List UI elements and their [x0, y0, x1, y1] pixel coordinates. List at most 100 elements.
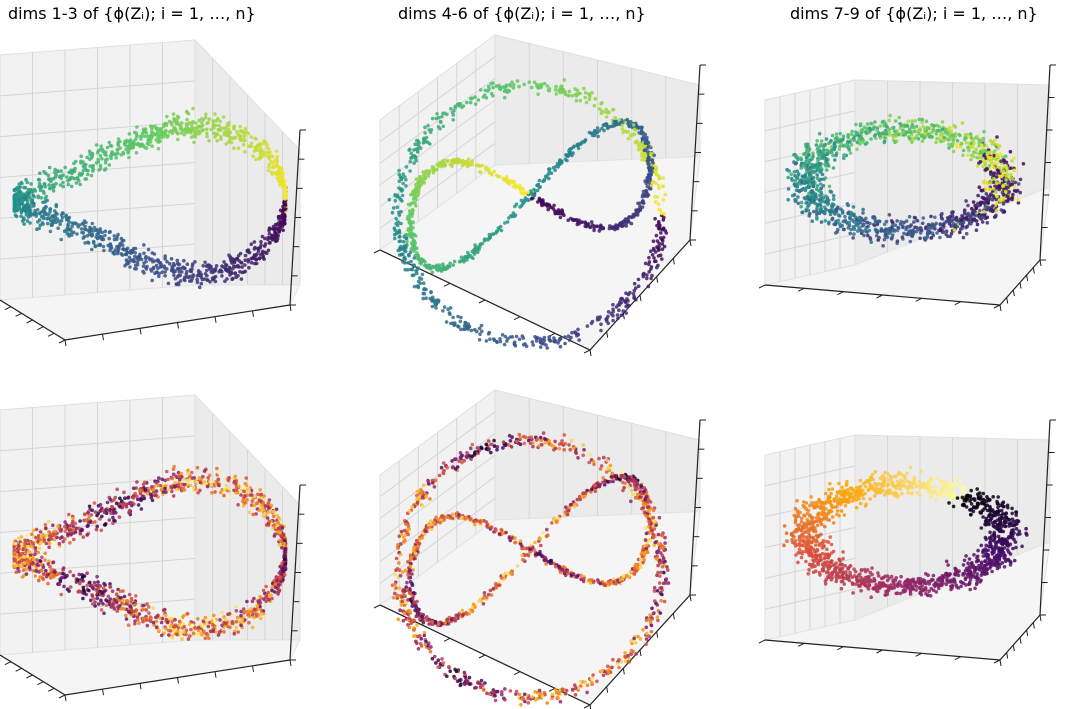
scatter-point	[907, 229, 912, 233]
axis-tick	[102, 689, 104, 696]
scatter-point	[219, 135, 223, 139]
scatter-point	[815, 212, 819, 217]
scatter-point	[548, 338, 552, 343]
scatter-point	[661, 226, 666, 230]
scatter-point	[48, 207, 52, 211]
axis-tick	[1006, 297, 1009, 304]
scatter-point	[979, 217, 984, 221]
scatter-point	[792, 170, 797, 174]
scatter-point	[275, 162, 279, 166]
scatter-point	[794, 184, 798, 188]
scatter-point	[197, 118, 201, 123]
scatter-point	[537, 178, 542, 183]
scatter-point	[647, 270, 651, 274]
axis-tick	[139, 683, 142, 690]
scatter-point	[394, 217, 399, 221]
scatter-point	[203, 115, 208, 120]
scatter-point	[201, 264, 205, 268]
scatter-point	[133, 621, 137, 626]
axis-tick	[478, 299, 486, 304]
scatter-point	[597, 229, 602, 233]
scatter-point	[468, 100, 473, 105]
scatter-point	[174, 130, 178, 134]
scatter-point	[641, 189, 646, 194]
scatter-point	[973, 209, 977, 214]
scatter-point	[961, 235, 966, 240]
scatter-point	[961, 148, 966, 153]
axis-tick	[954, 301, 962, 306]
scatter-point	[41, 577, 46, 582]
scatter-point	[260, 234, 265, 239]
scatter-point	[259, 243, 263, 247]
scatter-point	[589, 220, 594, 224]
scatter-point	[878, 124, 883, 128]
scatter-point	[227, 140, 231, 144]
scatter-point	[632, 127, 637, 132]
scatter-point	[422, 136, 426, 141]
scatter-point	[491, 94, 495, 98]
axis-tick	[1019, 282, 1022, 289]
scatter-point	[473, 243, 477, 247]
scatter-point	[183, 275, 187, 280]
scatter-point	[200, 117, 204, 121]
scatter-point	[399, 221, 403, 226]
scatter-point	[891, 228, 896, 233]
scatter-point	[617, 300, 622, 305]
scatter-point	[952, 224, 957, 228]
scatter-point	[807, 153, 811, 157]
scatter-point	[179, 131, 184, 135]
scatter-point	[420, 180, 424, 184]
scatter-point	[951, 218, 955, 222]
scatter-point	[632, 288, 637, 293]
scatter-point	[143, 256, 148, 261]
scatter-point	[844, 220, 849, 225]
scatter-point	[241, 485, 246, 490]
scatter-point	[195, 125, 199, 130]
scatter-point	[656, 254, 661, 258]
scatter-point	[189, 124, 194, 128]
scatter-point	[852, 232, 856, 236]
scatter-point	[122, 490, 126, 495]
scatter-point	[522, 192, 526, 196]
scatter-point	[916, 137, 921, 141]
scatter-point	[592, 103, 597, 108]
scatter-point	[483, 88, 488, 93]
scatter-point	[19, 214, 23, 218]
scatter-point	[976, 203, 981, 208]
scatter-point	[233, 272, 238, 276]
scatter-point	[403, 261, 407, 265]
scatter-point	[163, 270, 167, 274]
scatter-point	[920, 221, 925, 226]
scatter-point	[61, 184, 65, 189]
scatter-point	[95, 228, 99, 232]
scatter-point	[117, 515, 122, 519]
scatter-point	[464, 161, 469, 165]
scatter-point	[799, 156, 803, 160]
scatter-point	[940, 120, 945, 124]
scatter-point	[850, 129, 854, 134]
scatter-point	[443, 111, 447, 116]
scatter-point	[107, 163, 112, 167]
scatter-point	[527, 80, 532, 84]
scatter-point	[885, 227, 889, 232]
scatter-point	[99, 528, 104, 533]
scatter-point	[283, 191, 288, 196]
axis-tick	[589, 349, 592, 357]
scatter-point	[600, 126, 604, 131]
scatter-point	[796, 195, 800, 199]
scatter-point	[150, 144, 154, 148]
axis-tick	[999, 304, 1002, 312]
scatter-point	[960, 226, 964, 231]
scatter-point	[807, 179, 812, 183]
scatter-point	[121, 243, 125, 247]
scatter-point	[598, 225, 603, 230]
scatter-point	[230, 266, 235, 271]
column-title-2: dims 4-6 of {ϕ(Zᵢ); i = 1, …, n}	[398, 4, 646, 23]
scatter-point	[865, 220, 870, 225]
scatter-point	[211, 120, 215, 124]
scatter-point	[1004, 189, 1008, 194]
scatter-point	[197, 285, 202, 290]
scatter-point	[259, 240, 263, 244]
scatter-point	[576, 146, 581, 151]
scatter-point	[1006, 181, 1010, 185]
